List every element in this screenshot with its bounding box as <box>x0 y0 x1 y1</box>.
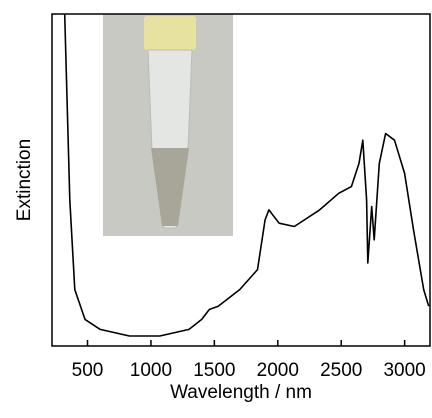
inset-photo <box>103 14 233 236</box>
x-axis-label: Wavelength / nm <box>170 382 312 403</box>
data-line <box>63 13 430 337</box>
x-tick-label: 1500 <box>193 360 235 381</box>
x-tick-label: 500 <box>72 360 104 381</box>
x-tick-label: 1000 <box>130 360 172 381</box>
x-tick-label: 2500 <box>320 360 362 381</box>
y-axis-label: Extinction <box>14 139 35 221</box>
x-tick-label: 3000 <box>383 360 425 381</box>
plot-frame <box>51 13 431 347</box>
x-tick-label: 2000 <box>257 360 299 381</box>
